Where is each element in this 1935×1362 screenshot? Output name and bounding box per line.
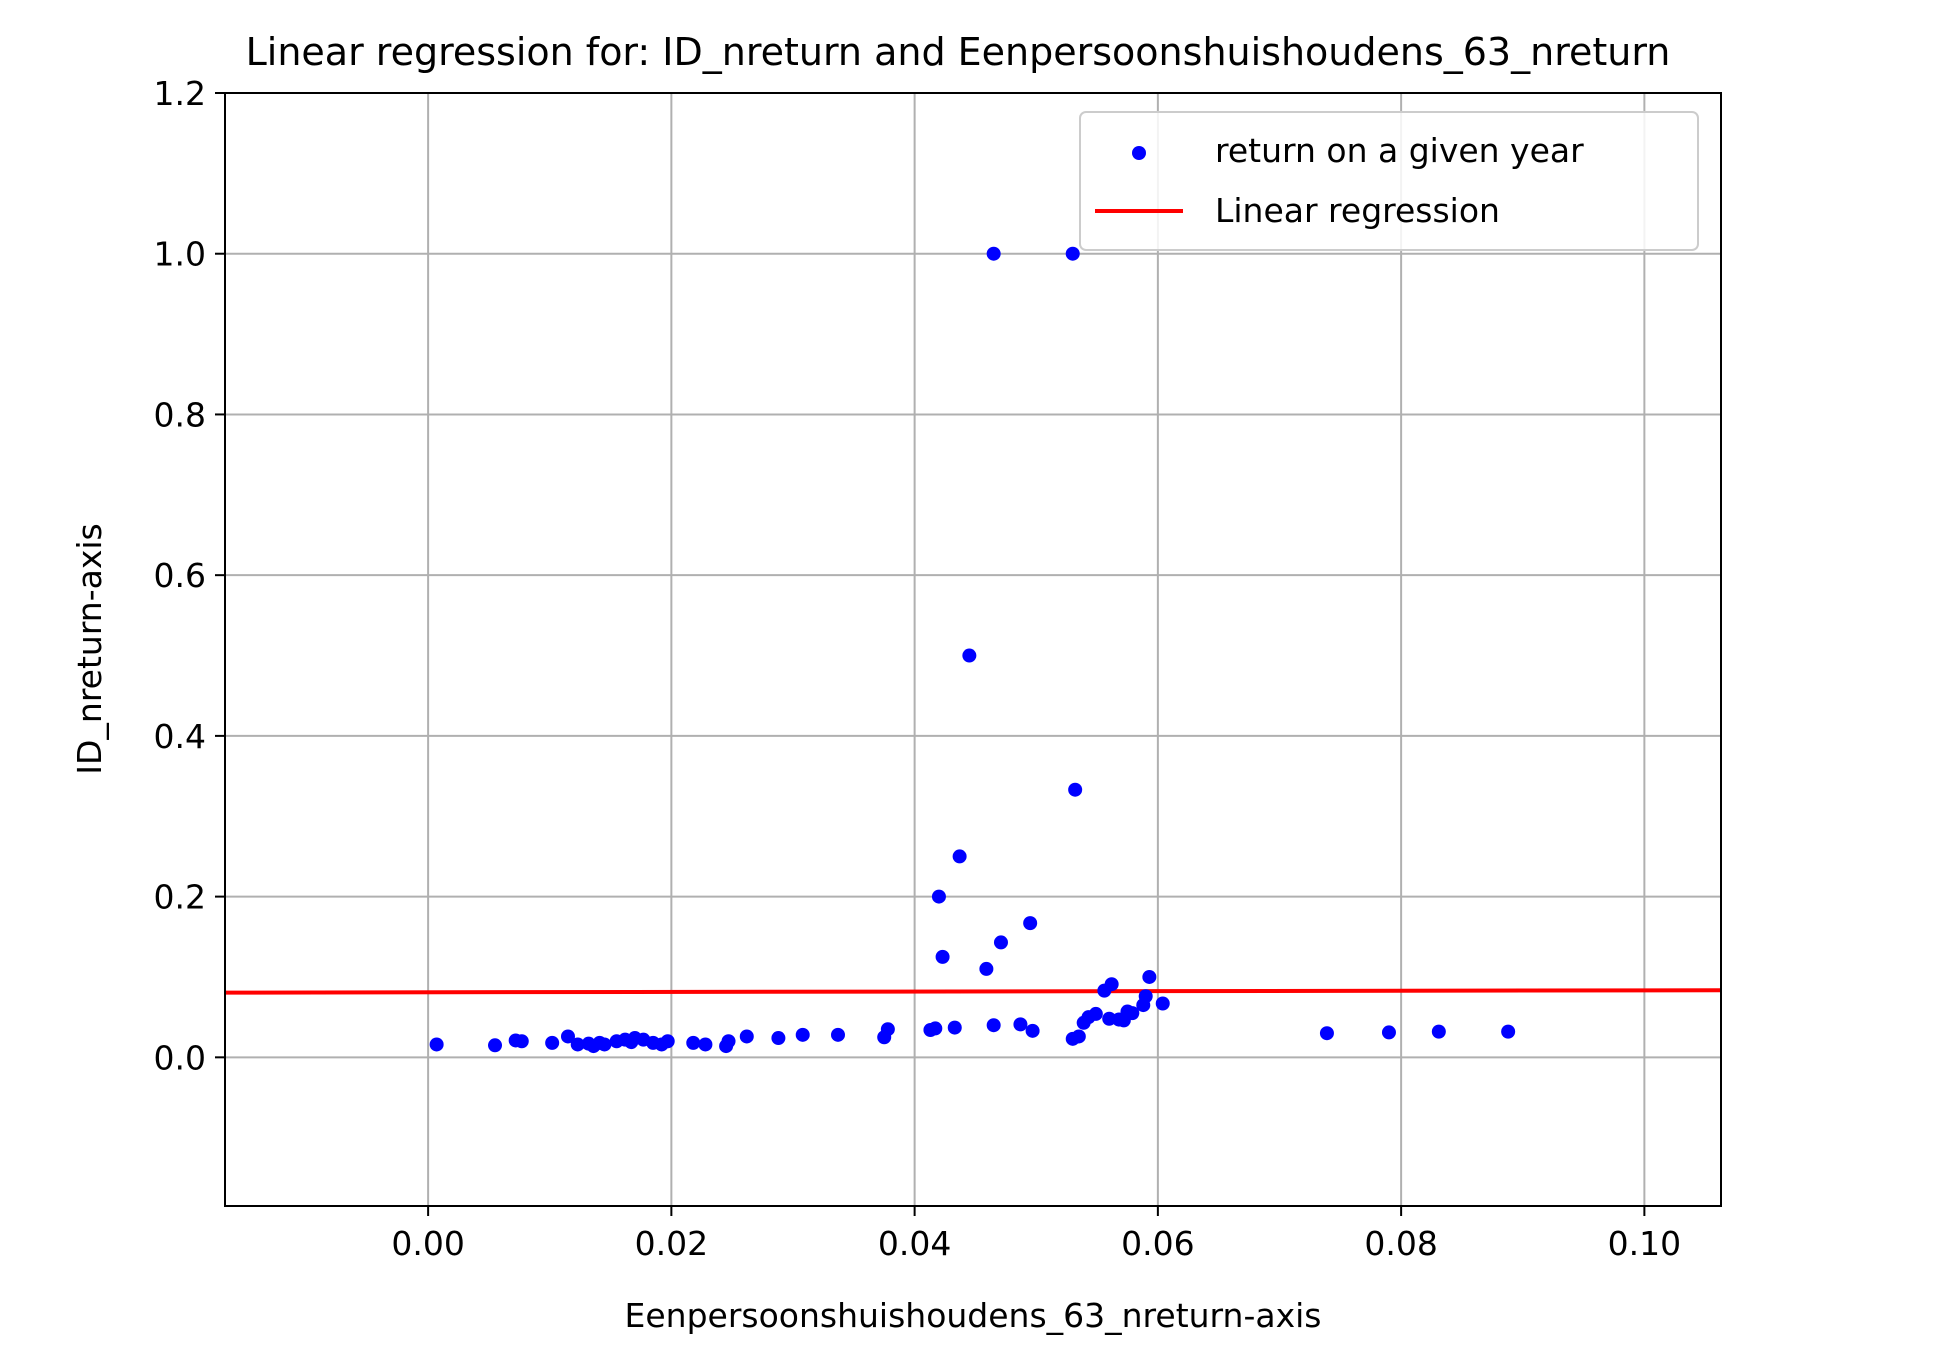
y-axis-label: ID_nreturn-axis	[70, 523, 109, 774]
x-tick-label: 0.02	[635, 1224, 708, 1263]
x-axis-label: Eenpersoonshuishoudens_63_nreturn-axis	[625, 1296, 1322, 1335]
scatter-point	[952, 849, 967, 864]
scatter-point	[1501, 1024, 1516, 1039]
scatter-point	[1431, 1024, 1446, 1039]
scatter-points	[429, 246, 1516, 1054]
legend-label-scatter: return on a given year	[1215, 131, 1584, 170]
scatter-point	[1381, 1025, 1396, 1040]
scatter-point	[739, 1029, 754, 1044]
scatter-point	[686, 1035, 701, 1050]
plot-frame	[224, 92, 1722, 1207]
scatter-point	[1023, 916, 1038, 931]
scatter-point	[1013, 1017, 1028, 1032]
scatter-point	[429, 1037, 444, 1052]
x-tick-label: 0.00	[391, 1224, 464, 1263]
scatter-point	[1104, 977, 1119, 992]
y-tick-label: 0.8	[154, 395, 206, 434]
y-axis-ticks: 0.0 0.2 0.4 0.6 0.8 1.0 1.2	[154, 74, 225, 1077]
legend-label-regression: Linear regression	[1215, 191, 1500, 230]
legend-box	[1079, 111, 1699, 251]
scatter-point	[1088, 1006, 1103, 1021]
plot-area	[225, 93, 1721, 1206]
scatter-point	[962, 648, 977, 663]
scatter-point	[1071, 1029, 1086, 1044]
legend-scatter-marker	[1132, 146, 1146, 160]
scatter-point	[660, 1034, 675, 1049]
scatter-point	[488, 1038, 503, 1053]
x-axis-ticks: 0.00 0.02 0.04 0.06 0.08 0.10	[391, 1206, 1681, 1263]
x-tick-label: 0.10	[1608, 1224, 1681, 1263]
scatter-point	[545, 1035, 560, 1050]
scatter-point	[1142, 969, 1157, 984]
regression-line	[224, 988, 1722, 995]
regression-line-layer	[224, 988, 1722, 995]
scatter-point	[986, 1018, 1001, 1033]
y-tick-label: 0.0	[154, 1038, 206, 1077]
scatter-point	[947, 1020, 962, 1035]
scatter-point	[597, 1037, 612, 1052]
chart-title: Linear regression for: ID_nreturn and Ee…	[246, 30, 1671, 74]
scatter-point	[1125, 1006, 1140, 1021]
scatter-point	[795, 1027, 810, 1042]
y-tick-label: 1.0	[154, 235, 206, 274]
y-tick-label: 1.2	[154, 74, 206, 113]
scatter-point	[1138, 989, 1153, 1004]
scatter-point	[1319, 1026, 1334, 1041]
scatter-point	[993, 935, 1008, 950]
scatter-point	[560, 1029, 575, 1044]
legend: return on a given year Linear regression	[1079, 111, 1699, 251]
scatter-point	[880, 1022, 895, 1037]
scatter-point	[1155, 996, 1170, 1011]
scatter-point	[986, 246, 1001, 261]
scatter-point	[570, 1037, 585, 1052]
grid	[225, 92, 1721, 1206]
scatter-point	[931, 889, 946, 904]
scatter-point	[830, 1027, 845, 1042]
scatter-point	[935, 949, 950, 964]
scatter-point	[771, 1031, 786, 1046]
y-tick-label: 0.4	[154, 717, 206, 756]
scatter-point	[928, 1021, 943, 1036]
scatter-point	[1025, 1023, 1040, 1038]
x-tick-label: 0.06	[1121, 1224, 1194, 1263]
scatter-point	[721, 1034, 736, 1049]
x-tick-label: 0.08	[1364, 1224, 1437, 1263]
y-tick-label: 0.2	[154, 878, 206, 917]
scatter-point	[979, 961, 994, 976]
x-tick-label: 0.04	[878, 1224, 951, 1263]
scatter-point	[514, 1034, 529, 1049]
scatter-point	[1068, 782, 1083, 797]
scatter-point	[1065, 246, 1080, 261]
y-tick-label: 0.6	[154, 556, 206, 595]
scatter-point	[698, 1037, 713, 1052]
